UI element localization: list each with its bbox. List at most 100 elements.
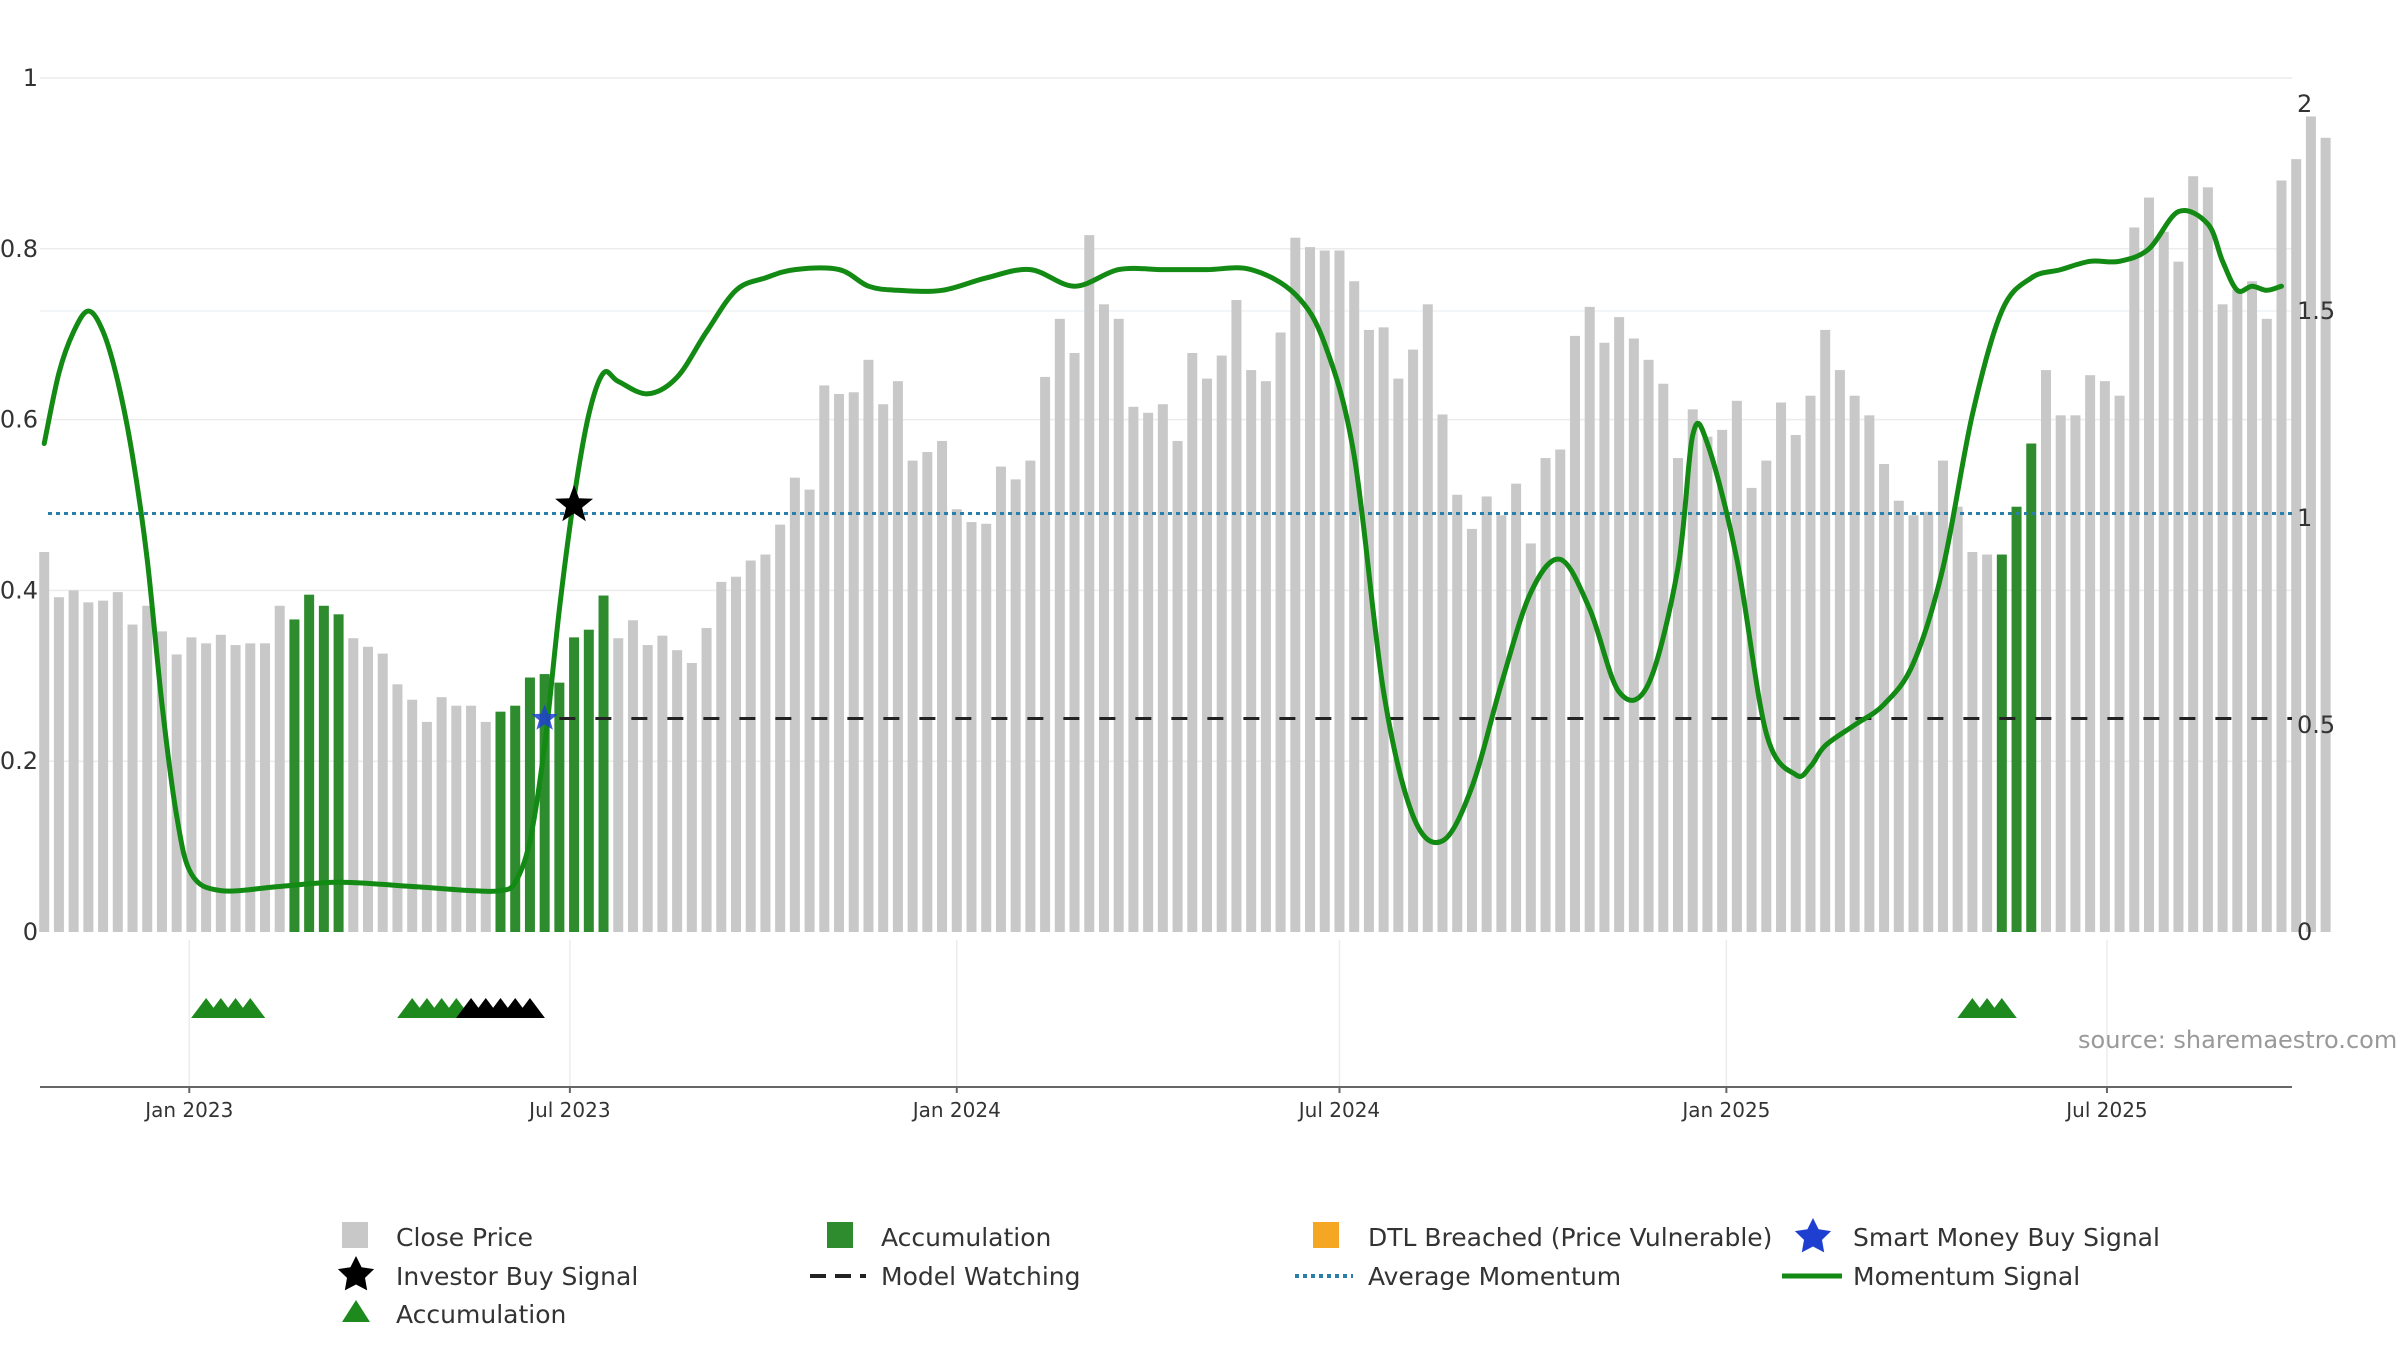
close-price-bar bbox=[83, 602, 94, 932]
close-price-bar bbox=[377, 653, 388, 932]
close-price-bar bbox=[2173, 261, 2184, 932]
left-tick-label: 1 bbox=[23, 64, 38, 92]
legend-label-dtl-breached: DTL Breached (Price Vulnerable) bbox=[1368, 1223, 1772, 1252]
close-price-bar bbox=[1172, 440, 1183, 932]
close-price-bar bbox=[1231, 300, 1242, 932]
left-tick-label: 0.2 bbox=[0, 747, 38, 775]
close-price-bar bbox=[1010, 479, 1021, 932]
close-price-bar bbox=[1628, 338, 1639, 933]
close-price-bar bbox=[1879, 464, 1890, 932]
close-price-bar bbox=[1466, 528, 1477, 932]
accumulation-bar bbox=[1996, 554, 2007, 932]
close-price-bar bbox=[819, 385, 830, 932]
close-price-bar bbox=[1290, 237, 1301, 932]
close-price-bar bbox=[1143, 412, 1154, 932]
close-price-bar bbox=[1864, 415, 1875, 933]
legend-label-momentum-signal: Momentum Signal bbox=[1853, 1262, 2080, 1291]
legend-label-model-watching: Model Watching bbox=[881, 1262, 1081, 1291]
close-price-bar bbox=[1658, 383, 1669, 932]
signal-markers bbox=[191, 485, 2017, 1018]
close-price-bar bbox=[68, 590, 79, 932]
close-price-bar bbox=[642, 645, 653, 932]
close-price-bar bbox=[142, 605, 153, 932]
legend-label-accumulation: Accumulation bbox=[881, 1223, 1051, 1252]
close-price-bar bbox=[775, 524, 786, 932]
close-price-bar bbox=[2144, 197, 2155, 932]
close-price-bar bbox=[1408, 349, 1419, 932]
close-price-bar bbox=[922, 452, 933, 932]
close-price-bar bbox=[937, 440, 948, 932]
accumulation-bar bbox=[2026, 443, 2037, 932]
close-price-bar bbox=[2261, 318, 2272, 932]
close-price-bar bbox=[1584, 306, 1595, 932]
left-tick-label: 0.4 bbox=[0, 576, 38, 604]
left-tick-label: 0.8 bbox=[0, 235, 38, 263]
close-price-bar bbox=[1437, 414, 1448, 932]
close-price-bar bbox=[2085, 375, 2096, 932]
close-price-bar bbox=[848, 392, 859, 933]
close-price-bar bbox=[1202, 378, 1213, 932]
legend-label-close-price: Close Price bbox=[396, 1223, 533, 1252]
close-price-bar bbox=[480, 721, 491, 932]
x-tick-label: Jan 2024 bbox=[911, 1098, 1001, 1122]
close-price-bar bbox=[112, 592, 123, 932]
left-tick-label: 0.6 bbox=[0, 406, 38, 434]
close-price-bar bbox=[1746, 487, 1757, 932]
close-price-bar bbox=[613, 638, 624, 932]
close-price-bar bbox=[2291, 159, 2302, 932]
legend-label-average-momentum: Average Momentum bbox=[1368, 1262, 1621, 1291]
close-price-bar bbox=[245, 643, 256, 932]
close-price-bar bbox=[1422, 304, 1433, 932]
close-price-bars bbox=[39, 116, 2331, 933]
close-price-bar bbox=[907, 460, 918, 932]
close-price-bar bbox=[2129, 227, 2140, 932]
close-price-bar bbox=[407, 699, 418, 932]
legend-swatch-accumulation bbox=[827, 1222, 853, 1248]
close-price-bar bbox=[1673, 458, 1684, 932]
x-tick-label: Jul 2023 bbox=[527, 1098, 610, 1122]
close-price-bar bbox=[2055, 415, 2066, 933]
close-price-bar bbox=[1305, 247, 1316, 933]
accumulation-bar bbox=[583, 629, 594, 932]
close-price-bar bbox=[2276, 180, 2287, 933]
close-price-bar bbox=[627, 620, 638, 932]
close-price-bar bbox=[701, 627, 712, 932]
close-price-bar bbox=[1982, 554, 1993, 932]
accumulation-bar bbox=[524, 677, 535, 932]
close-price-bar bbox=[804, 489, 815, 932]
close-price-bar bbox=[1378, 327, 1389, 932]
investor-buy-star bbox=[555, 485, 594, 522]
close-price-bar bbox=[834, 393, 845, 933]
close-price-bar bbox=[1393, 378, 1404, 932]
close-price-bar bbox=[1952, 506, 1963, 932]
legend-swatch-dtl-breached bbox=[1313, 1222, 1339, 1248]
close-price-bar bbox=[2040, 370, 2051, 932]
accumulation-bar bbox=[510, 705, 521, 932]
accumulation-bar bbox=[554, 682, 565, 932]
close-price-bar bbox=[2217, 304, 2228, 932]
close-price-bar bbox=[98, 600, 109, 932]
accumulation-bar bbox=[569, 637, 580, 932]
close-price-bar bbox=[878, 404, 889, 932]
close-price-bar bbox=[2114, 395, 2125, 932]
close-price-bar bbox=[421, 721, 432, 932]
close-price-bar bbox=[789, 477, 800, 932]
accumulation-bar bbox=[598, 595, 609, 932]
close-price-bar bbox=[951, 509, 962, 932]
close-price-bar bbox=[863, 359, 874, 932]
close-price-bar bbox=[1349, 281, 1360, 932]
close-price-bar bbox=[1805, 395, 1816, 932]
close-price-bar bbox=[2158, 231, 2169, 933]
left-tick-label: 0 bbox=[23, 918, 38, 946]
accumulation-bar bbox=[304, 594, 315, 932]
x-tick-label: Jan 2023 bbox=[143, 1098, 233, 1122]
right-tick-label: 2 bbox=[2297, 90, 2312, 118]
close-price-bar bbox=[1334, 250, 1345, 932]
close-price-bar bbox=[745, 560, 756, 932]
close-price-bar bbox=[966, 522, 977, 932]
close-price-bar bbox=[2070, 415, 2081, 933]
accumulation-bar bbox=[2011, 506, 2022, 932]
close-price-bar bbox=[1084, 235, 1095, 933]
close-price-bar bbox=[392, 684, 403, 932]
